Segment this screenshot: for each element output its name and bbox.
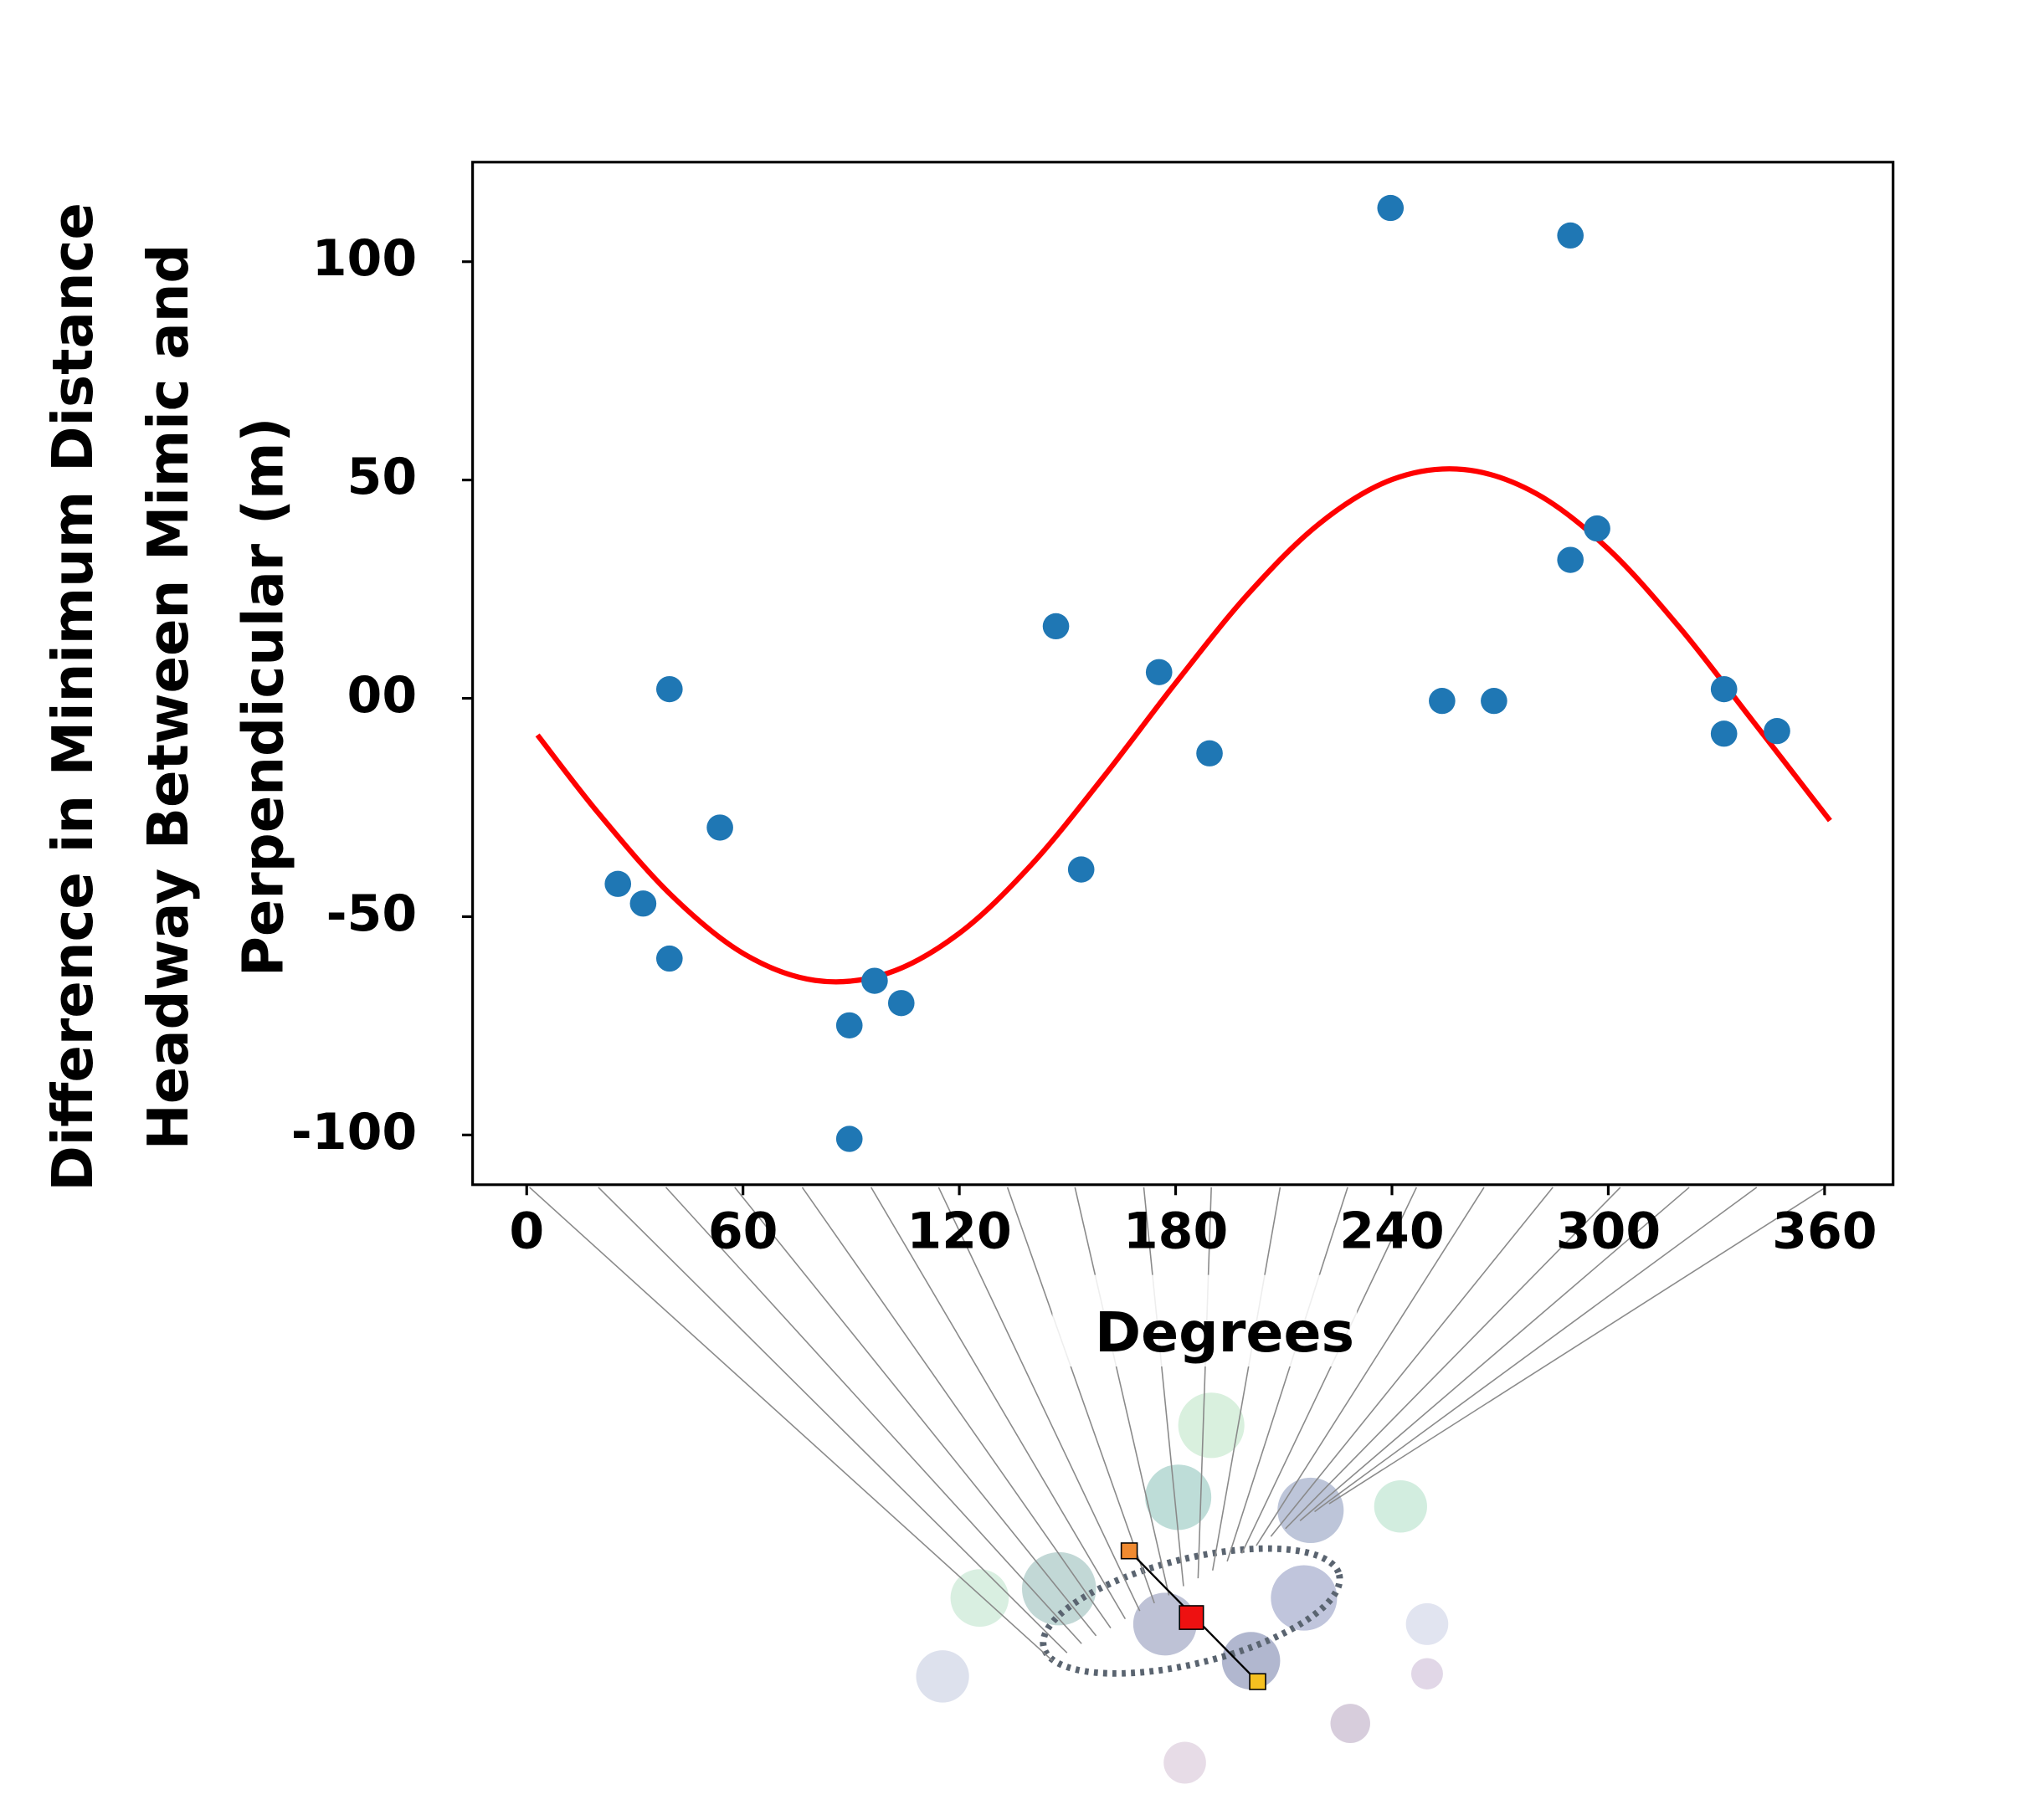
- point: [1710, 675, 1738, 703]
- projection-line: [801, 1187, 1112, 1628]
- point: [1764, 718, 1790, 745]
- point: [1710, 720, 1738, 747]
- projection-line: [529, 1187, 1053, 1662]
- y-axis-label-line: Perpendicular (m): [231, 418, 295, 977]
- y-axis-label-line: Difference in Minimum Distance: [41, 203, 105, 1192]
- point: [1429, 688, 1456, 715]
- x-tick-label: 60: [708, 1203, 778, 1261]
- projection-line: [1006, 1187, 1155, 1604]
- point: [1557, 222, 1584, 249]
- projection-line: [870, 1187, 1127, 1619]
- marker: [1179, 1605, 1204, 1630]
- point: [887, 990, 915, 1017]
- point: [1067, 856, 1095, 883]
- x-tick-label: 120: [906, 1203, 1011, 1261]
- y-tick-label: 00: [347, 667, 418, 725]
- y-tick-label: -100: [291, 1104, 417, 1161]
- projection-line: [598, 1187, 1068, 1653]
- projection-line: [1240, 1187, 1418, 1554]
- point: [1557, 546, 1584, 573]
- bubble: [1271, 1565, 1338, 1631]
- projection-line: [1314, 1187, 1758, 1513]
- bubble: [1374, 1479, 1427, 1533]
- projection-line: [1143, 1187, 1184, 1587]
- decoration: [529, 1187, 1826, 1784]
- x-tick-label: 240: [1339, 1203, 1444, 1261]
- plot-frame: [471, 161, 1895, 1187]
- projection-line: [1285, 1187, 1621, 1530]
- projection-line: [1226, 1187, 1348, 1562]
- label-backdrop: [1052, 1274, 1358, 1367]
- point: [629, 890, 657, 917]
- y-tick-label: 100: [312, 231, 417, 289]
- point: [1377, 194, 1405, 222]
- point: [1145, 659, 1173, 685]
- y-axis-label-line: Headway Between Mimic and: [136, 244, 200, 1151]
- bubble: [1178, 1392, 1245, 1459]
- projection-line: [1211, 1187, 1281, 1571]
- point: [1196, 740, 1223, 767]
- projection-line: [1197, 1187, 1212, 1579]
- point: [835, 1125, 863, 1152]
- x-tick-label: 180: [1123, 1203, 1228, 1261]
- point: [706, 814, 733, 841]
- bubble: [1410, 1658, 1443, 1689]
- projection-line: [1299, 1187, 1690, 1521]
- projection-line: [937, 1187, 1141, 1612]
- point: [835, 1012, 863, 1038]
- bubble: [1277, 1477, 1344, 1543]
- bubble: [1022, 1551, 1096, 1626]
- marker: [1120, 1542, 1138, 1560]
- point: [655, 675, 683, 703]
- x-tick-label: 300: [1556, 1203, 1661, 1261]
- y-tick-label: 50: [347, 449, 418, 506]
- x-tick-label: 0: [509, 1203, 544, 1261]
- y-tick-label: -50: [326, 885, 418, 943]
- projection-line: [1328, 1187, 1826, 1505]
- bubble: [916, 1650, 969, 1703]
- ellipse-path: [1040, 1545, 1343, 1677]
- fit-curve: [535, 466, 1832, 985]
- projection-line: [734, 1187, 1097, 1637]
- bubble: [950, 1569, 1009, 1627]
- bubble: [1145, 1464, 1212, 1530]
- bubble: [1405, 1602, 1449, 1645]
- point: [655, 945, 683, 972]
- bubble: [1330, 1704, 1370, 1744]
- point: [1042, 613, 1070, 640]
- point: [1584, 515, 1610, 542]
- bubble: [1163, 1741, 1206, 1784]
- projection-line: [1074, 1187, 1170, 1596]
- projection-line: [1256, 1187, 1485, 1546]
- point: [1481, 688, 1507, 715]
- projection-line: [665, 1187, 1082, 1644]
- point: [861, 967, 888, 994]
- x-axis-label: Degrees: [1095, 1300, 1354, 1365]
- y-axis-label: Difference in Minimum Distance Headway B…: [41, 203, 296, 1192]
- x-tick-label: 360: [1772, 1203, 1877, 1261]
- marker: [1249, 1673, 1266, 1690]
- point: [604, 870, 632, 897]
- projection-line: [1270, 1187, 1554, 1537]
